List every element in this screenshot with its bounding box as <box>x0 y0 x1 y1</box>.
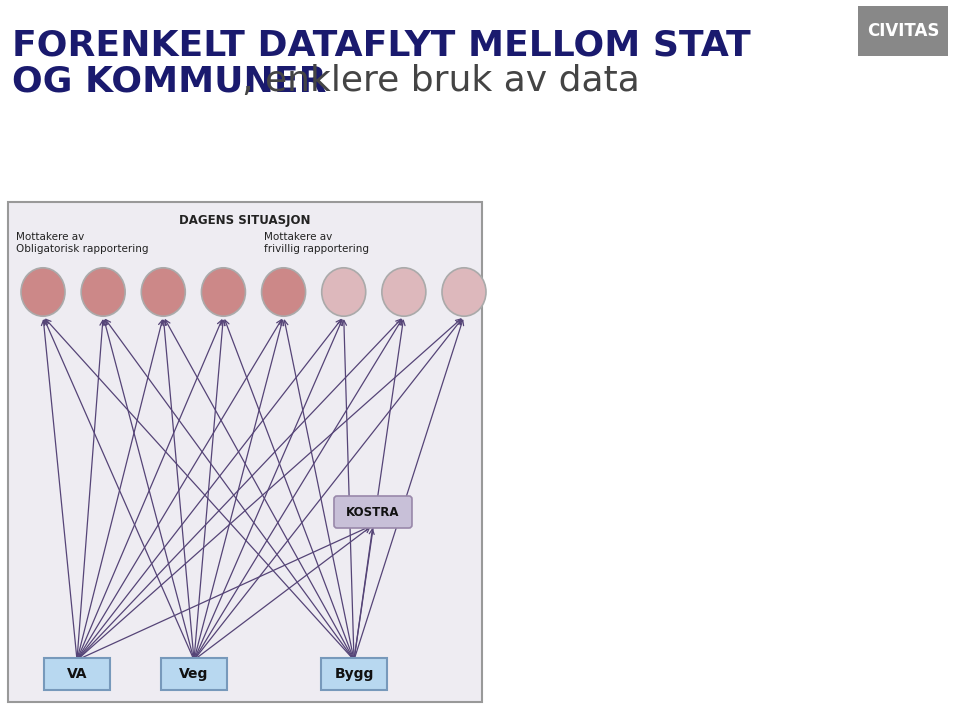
Text: , enklere bruk av data: , enklere bruk av data <box>242 64 640 98</box>
Text: Bygg: Bygg <box>335 667 374 681</box>
Text: FORENKELT DATAFLYT MELLOM STAT: FORENKELT DATAFLYT MELLOM STAT <box>12 29 751 63</box>
Text: VA: VA <box>67 667 87 681</box>
FancyBboxPatch shape <box>321 658 387 690</box>
FancyBboxPatch shape <box>858 6 948 56</box>
Ellipse shape <box>262 268 306 316</box>
FancyBboxPatch shape <box>334 496 412 528</box>
Ellipse shape <box>321 268 365 316</box>
Ellipse shape <box>442 268 486 316</box>
Ellipse shape <box>141 268 185 316</box>
Text: DAGENS SITUASJON: DAGENS SITUASJON <box>179 214 311 227</box>
Text: OG KOMMUNER: OG KOMMUNER <box>12 64 326 98</box>
Text: KOSTRA: KOSTRA <box>346 505 400 518</box>
Ellipse shape <box>201 268 246 316</box>
Text: Mottakere av
Obligatorisk rapportering: Mottakere av Obligatorisk rapportering <box>16 232 149 254</box>
Ellipse shape <box>82 268 125 316</box>
Text: CIVITAS: CIVITAS <box>867 22 939 40</box>
Text: Veg: Veg <box>179 667 209 681</box>
FancyBboxPatch shape <box>8 202 482 702</box>
FancyBboxPatch shape <box>161 658 227 690</box>
Ellipse shape <box>21 268 65 316</box>
Ellipse shape <box>382 268 426 316</box>
FancyBboxPatch shape <box>44 658 110 690</box>
Text: Mottakere av
frivillig rapportering: Mottakere av frivillig rapportering <box>264 232 369 254</box>
